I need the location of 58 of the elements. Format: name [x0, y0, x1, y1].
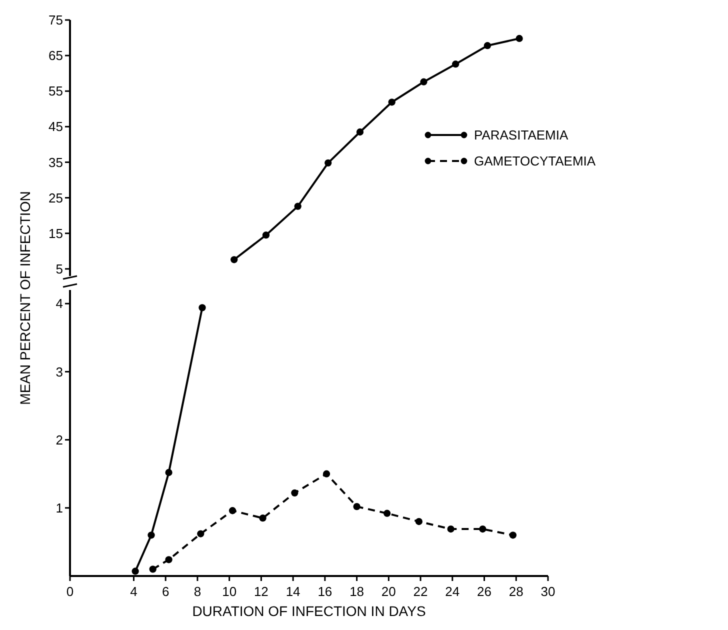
point [197, 530, 204, 538]
point [384, 510, 391, 517]
point [388, 98, 396, 106]
legend-label: PARASITAEMIA [474, 128, 568, 143]
x-tick-label: 30 [540, 584, 556, 599]
x-tick-label: 24 [445, 584, 460, 599]
x-tick-label: 22 [413, 584, 428, 599]
point [294, 202, 302, 210]
y-tick-label: 45 [48, 119, 63, 134]
x-tick-label: 18 [350, 584, 364, 599]
y-tick-label: 35 [48, 154, 63, 170]
point [132, 568, 139, 575]
point [165, 468, 172, 476]
point [447, 525, 454, 533]
point [356, 128, 364, 136]
point [516, 34, 523, 42]
x-axis-title: DURATION OF INFECTION IN DAYS [192, 603, 426, 619]
y-tick-label: 2 [56, 432, 63, 448]
x-tick-label: 10 [222, 584, 237, 599]
point [484, 42, 492, 50]
x-tick-label: 6 [162, 584, 170, 599]
legend-label: GAMETOCYTAEMIA [474, 154, 596, 169]
point [230, 256, 238, 264]
x-tick-label: 12 [254, 584, 268, 599]
point [324, 159, 332, 166]
y-axis-title: MEAN PERCENT OF INFECTION [17, 191, 33, 405]
point [228, 507, 236, 514]
point [479, 525, 486, 533]
x-tick-label: 0 [66, 584, 74, 599]
point [415, 518, 423, 526]
point [148, 532, 155, 539]
point [149, 566, 156, 573]
x-tick-label: 26 [477, 584, 492, 599]
point [198, 304, 206, 312]
y-tick-label: 1 [56, 500, 63, 516]
point [262, 232, 270, 239]
point [353, 502, 360, 510]
y-tick-label: 15 [48, 226, 63, 241]
y-tick-label: 65 [48, 48, 63, 64]
y-tick-label: 55 [48, 84, 63, 99]
y-tick-label: 75 [48, 12, 63, 28]
point [322, 470, 330, 478]
x-tick-label: 20 [381, 584, 396, 599]
x-tick-label: 4 [130, 584, 138, 599]
x-tick-label: 16 [318, 584, 332, 599]
x-tick-label: 14 [286, 584, 300, 599]
point [291, 489, 298, 496]
point [259, 514, 266, 522]
point [420, 78, 428, 86]
x-tick-label: 28 [508, 584, 524, 599]
y-tick-label: 4 [56, 296, 63, 312]
x-tick-label: 8 [194, 584, 202, 599]
point [509, 532, 517, 539]
y-tick-label: 3 [56, 364, 63, 380]
y-tick-label: 25 [48, 190, 63, 206]
point [165, 556, 172, 564]
point [452, 60, 460, 68]
y-tick-label: 5 [56, 261, 63, 276]
